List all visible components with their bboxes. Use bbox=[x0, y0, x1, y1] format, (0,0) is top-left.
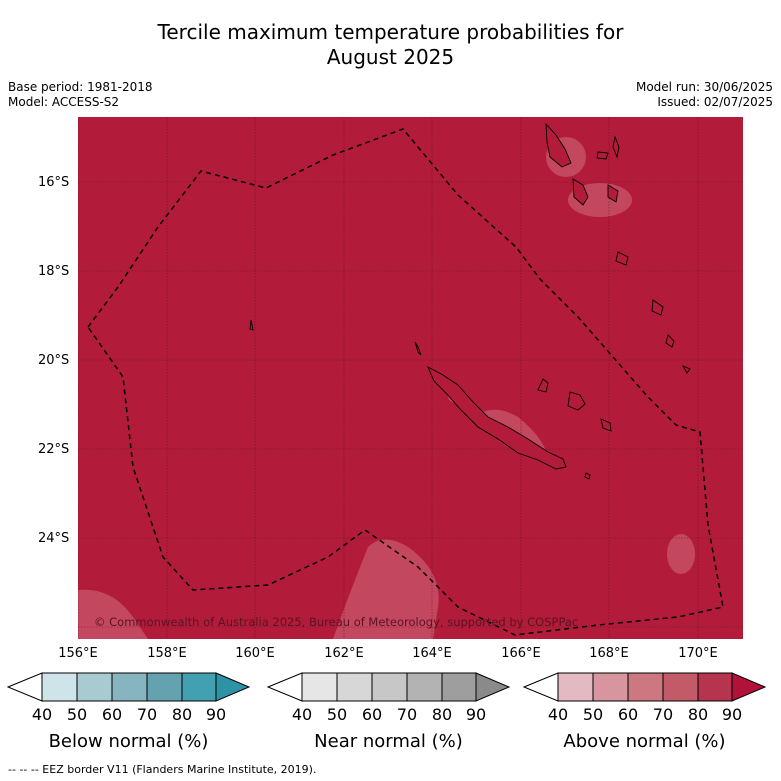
base-period: Base period: 1981-2018 bbox=[8, 80, 153, 94]
tick-label: 40 bbox=[31, 705, 53, 724]
map-svg: © Commonwealth of Australia 2025, Bureau… bbox=[68, 117, 743, 639]
lon-label-158e: 158°E bbox=[147, 646, 187, 661]
colorbar-near-normal: 40 50 60 70 80 90 Near normal (%) bbox=[266, 671, 511, 761]
tick-label: 80 bbox=[431, 705, 453, 724]
tick-label: 70 bbox=[652, 705, 674, 724]
loyalty-islet bbox=[600, 418, 612, 432]
map-panel: © Commonwealth of Australia 2025, Bureau… bbox=[68, 117, 743, 639]
meta-left: Base period: 1981-2018 Model: ACCESS-S2 bbox=[8, 80, 153, 110]
tick-label: 90 bbox=[465, 705, 487, 724]
lon-label-170e: 170°E bbox=[678, 646, 718, 661]
tick-label: 70 bbox=[396, 705, 418, 724]
land-masses bbox=[249, 122, 691, 480]
colorbar-above-normal-title: Above normal (%) bbox=[563, 731, 726, 752]
tick-label: 80 bbox=[687, 705, 709, 724]
lon-label-168e: 168°E bbox=[589, 646, 629, 661]
tick-label: 90 bbox=[721, 705, 743, 724]
lon-label-166e: 166°E bbox=[501, 646, 541, 661]
meta-right: Model run: 30/06/2025 Issued: 02/07/2025 bbox=[636, 80, 773, 110]
vanuatu-efate bbox=[615, 251, 629, 266]
tick-label: 80 bbox=[171, 705, 193, 724]
colorbar-above-normal-bar bbox=[522, 672, 767, 702]
model-run-date: Model run: 30/06/2025 bbox=[635, 80, 773, 94]
tick-label: 60 bbox=[617, 705, 639, 724]
lat-label-18s: 18°S bbox=[38, 264, 70, 279]
colorbar-near-normal-title: Near normal (%) bbox=[314, 731, 463, 752]
lat-label-16s: 16°S bbox=[38, 175, 70, 190]
lon-label-162e: 162°E bbox=[324, 646, 364, 661]
tick-label: 90 bbox=[205, 705, 227, 724]
graticule bbox=[77, 117, 743, 639]
issued-date: Issued: 02/07/2025 bbox=[657, 95, 773, 109]
vanuatu-erromango bbox=[651, 299, 664, 316]
vanuatu-santo bbox=[545, 122, 572, 168]
loyalty-lifou bbox=[537, 378, 549, 393]
vanuatu-tanna bbox=[665, 334, 675, 348]
lon-label-164e: 164°E bbox=[412, 646, 452, 661]
lat-label-20s: 20°S bbox=[38, 353, 70, 368]
belep-islands bbox=[414, 341, 422, 356]
eez-legend-footer: -- -- -- EEZ border V11 (Flanders Marine… bbox=[8, 763, 317, 776]
chesterfield-islet bbox=[249, 319, 254, 331]
tick-label: 50 bbox=[326, 705, 348, 724]
tick-label: 60 bbox=[361, 705, 383, 724]
vanuatu-ambae bbox=[596, 151, 609, 160]
tick-label: 50 bbox=[66, 705, 88, 724]
colorbar-above-normal: 40 50 60 70 80 90 Above normal (%) bbox=[522, 671, 767, 761]
lat-label-22s: 22°S bbox=[38, 442, 70, 457]
isle-of-pines bbox=[584, 472, 591, 480]
map-title-line2: August 2025 bbox=[326, 45, 455, 69]
tick-label: 40 bbox=[291, 705, 313, 724]
vanuatu-maewo bbox=[612, 135, 620, 159]
colorbar-below-normal: 40 50 60 70 80 90 Below normal (%) bbox=[6, 671, 251, 761]
tick-label: 50 bbox=[582, 705, 604, 724]
new-caledonia bbox=[427, 366, 567, 470]
lon-label-160e: 160°E bbox=[235, 646, 275, 661]
vanuatu-ambrym bbox=[607, 184, 619, 203]
tick-label: 40 bbox=[547, 705, 569, 724]
model-name: Model: ACCESS-S2 bbox=[8, 95, 120, 109]
map-title-line1: Tercile maximum temperature probabilitie… bbox=[157, 20, 624, 44]
loyalty-mare bbox=[567, 391, 586, 411]
colorbar-below-normal-title: Below normal (%) bbox=[48, 731, 209, 752]
vanuatu-malakula bbox=[572, 178, 589, 206]
tick-label: 60 bbox=[101, 705, 123, 724]
colorbar-near-normal-bar bbox=[266, 672, 511, 702]
colorbar-below-normal-bar bbox=[6, 672, 251, 702]
copyright-text: © Commonwealth of Australia 2025, Bureau… bbox=[94, 615, 578, 629]
vanuatu-aneityum bbox=[681, 365, 691, 374]
eez-border bbox=[87, 128, 724, 636]
lat-label-24s: 24°S bbox=[38, 531, 70, 546]
lon-label-156e: 156°E bbox=[58, 646, 98, 661]
tick-label: 70 bbox=[136, 705, 158, 724]
